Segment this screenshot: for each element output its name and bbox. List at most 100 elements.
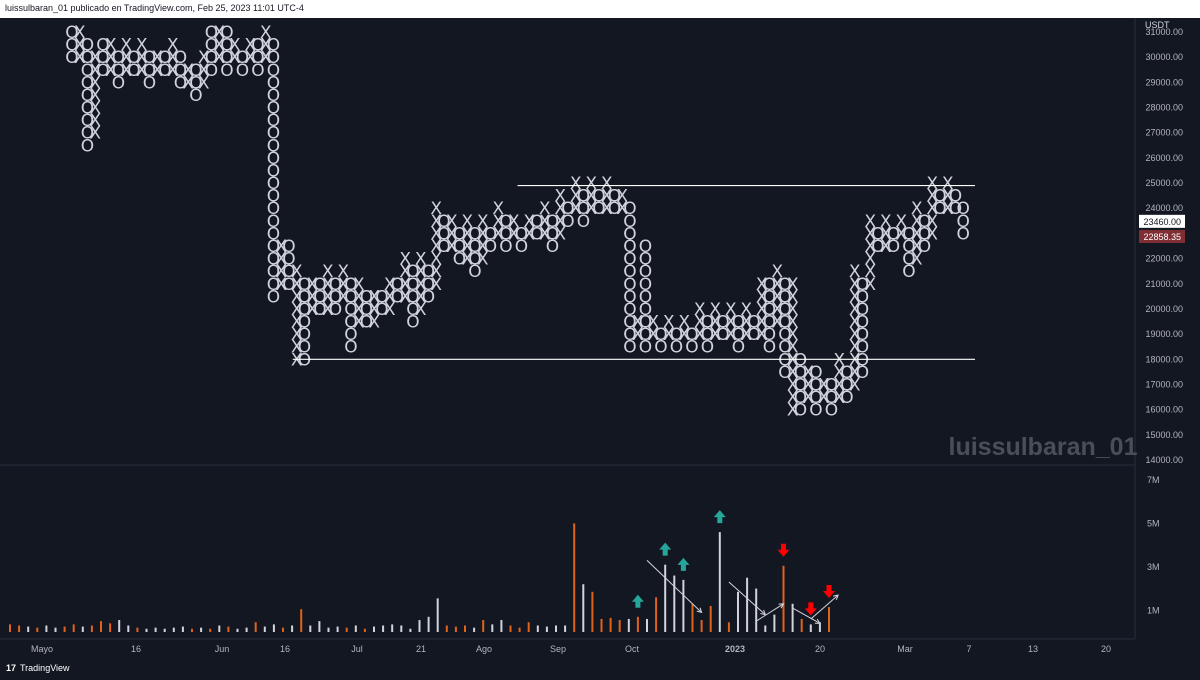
pf-o-box: O (282, 237, 295, 257)
pf-o-box: O (716, 325, 729, 345)
pf-o-box: O (298, 313, 311, 333)
time-tick-label: Mar (897, 644, 913, 654)
volume-bar (773, 614, 776, 632)
pf-o-box: O (143, 73, 156, 93)
volume-bar (382, 625, 385, 632)
pf-x-box: X (182, 61, 194, 81)
trend-line[interactable] (728, 581, 766, 616)
pf-o-box: O (267, 275, 280, 295)
volume-bar (673, 575, 676, 632)
pf-o-box: O (623, 300, 636, 320)
pf-o-box: O (902, 224, 915, 244)
pf-x-box: X (322, 262, 334, 282)
pf-o-box: O (282, 275, 295, 295)
pf-o-box: O (422, 275, 435, 295)
volume-bar (727, 622, 730, 632)
price-tick-label: 18000.00 (1145, 354, 1183, 364)
volume-bar (227, 626, 230, 632)
pf-x-box: X (849, 287, 861, 307)
tradingview-logo[interactable]: 17 TradingView (6, 663, 70, 673)
pf-o-box: O (639, 262, 652, 282)
volume-bar (418, 620, 421, 632)
trend-line[interactable] (755, 603, 784, 622)
pf-o-box: O (112, 73, 125, 93)
pf-x-box: X (430, 237, 442, 257)
pf-x-box: X (911, 199, 923, 219)
pf-x-box: X (399, 262, 411, 282)
pf-o-box: O (871, 224, 884, 244)
pf-x-box: X (880, 212, 892, 232)
pf-chart[interactable]: OOOXXXOOOOOOOOOXXXXXXXOOOXXXOOOXXXOOXXXO… (0, 18, 1200, 660)
pf-o-box: O (468, 237, 481, 257)
pf-x-box: X (477, 212, 489, 232)
pf-x-box: X (880, 237, 892, 257)
pf-x-box: X (880, 224, 892, 244)
trend-line[interactable] (810, 594, 839, 620)
pf-x-box: X (415, 300, 427, 320)
pf-x-box: X (771, 287, 783, 307)
price-tick-label: 15000.00 (1145, 430, 1183, 440)
pf-o-box: O (670, 338, 683, 358)
pf-o-box: O (778, 300, 791, 320)
pf-o-box: O (313, 300, 326, 320)
volume-bar (782, 565, 785, 632)
volume-bar (354, 625, 357, 632)
price-badge (1139, 214, 1185, 228)
pf-o-box: O (112, 48, 125, 68)
trend-line[interactable] (646, 559, 702, 613)
pf-x-box: X (430, 199, 442, 219)
pf-o-box: O (794, 350, 807, 370)
volume-bar (118, 620, 121, 632)
pf-x-box: X (461, 212, 473, 232)
pf-o-box: O (329, 275, 342, 295)
volume-bar (482, 620, 485, 632)
pf-o-box: O (344, 313, 357, 333)
watermark: luissulbaran_01 (949, 433, 1138, 461)
pf-x-box: X (306, 300, 318, 320)
pf-x-box: X (942, 174, 954, 194)
pf-x-box: X (709, 325, 721, 345)
pf-x-box: X (926, 187, 938, 207)
volume-bar (591, 591, 594, 632)
pf-x-box: X (353, 287, 365, 307)
pf-o-box: O (957, 212, 970, 232)
price-badge (1139, 229, 1185, 243)
volume-bar (100, 621, 102, 632)
pf-x-box: X (771, 262, 783, 282)
pf-o-box: O (623, 338, 636, 358)
pf-o-box: O (809, 401, 822, 421)
pf-x-box: X (616, 187, 628, 207)
pf-o-box: O (143, 48, 156, 68)
pf-x-box: X (415, 262, 427, 282)
volume-bar (309, 625, 312, 632)
volume-bar (818, 622, 821, 632)
pf-x-box: X (74, 36, 86, 56)
pf-x-box: X (554, 187, 566, 207)
pf-x-box: X (787, 275, 799, 295)
volume-bar (291, 625, 294, 632)
pf-o-box: O (205, 23, 218, 43)
volume-axis: 7M 5M 3M 1M (1147, 475, 1160, 615)
volume-bar (691, 603, 694, 632)
pf-x-box: X (833, 375, 845, 395)
price-tick-label: 20000.00 (1145, 304, 1183, 314)
pf-o-box: O (957, 224, 970, 244)
volume-bar (127, 625, 130, 632)
pf-x-box: X (616, 199, 628, 219)
pf-o-box: O (732, 338, 745, 358)
pf-o-box: O (639, 237, 652, 257)
pf-x-box: X (182, 73, 194, 93)
pf-o-box: O (484, 237, 497, 257)
pf-x-box: X (430, 212, 442, 232)
pf-o-box: O (871, 237, 884, 257)
pf-x-box: X (399, 250, 411, 270)
pf-o-box: O (267, 161, 280, 181)
time-tick-label: 20 (1101, 644, 1111, 654)
pf-x-box: X (756, 300, 768, 320)
pf-o-box: O (406, 262, 419, 282)
pf-x-box: X (787, 300, 799, 320)
trend-line[interactable] (792, 607, 821, 624)
price-tick-label: 26000.00 (1145, 153, 1183, 163)
price-badge-label: 22858.35 (1143, 232, 1181, 242)
pf-o-box: O (778, 275, 791, 295)
